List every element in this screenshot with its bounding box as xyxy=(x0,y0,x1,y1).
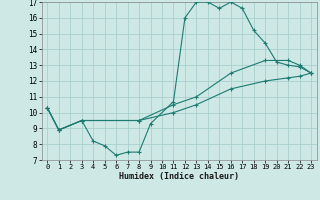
X-axis label: Humidex (Indice chaleur): Humidex (Indice chaleur) xyxy=(119,172,239,181)
